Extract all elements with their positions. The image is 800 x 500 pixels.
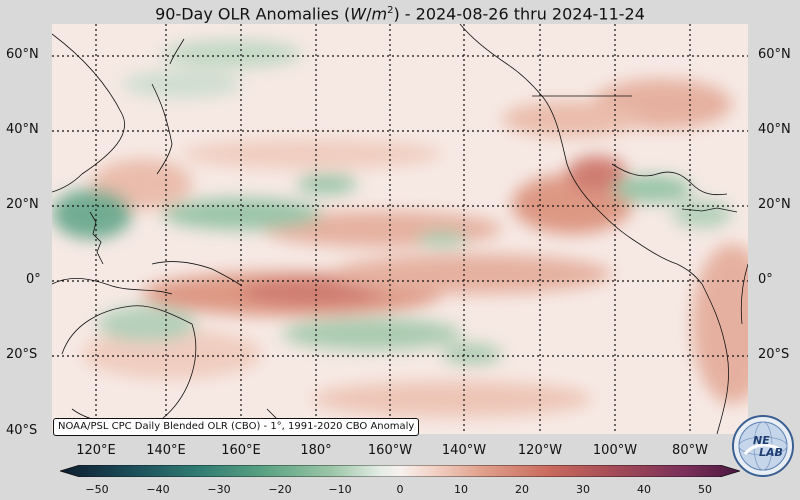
lat-label-40n-left: 40°N (6, 122, 39, 137)
nevlab-logo: NE LAB (731, 414, 795, 478)
title-unit-w: W (350, 4, 367, 24)
colorbar-tick-minus40: −40 (146, 483, 170, 496)
map-canvas (52, 24, 748, 434)
lon-label-140w: 140°W (441, 443, 487, 458)
lon-label-160w: 160°W (367, 443, 413, 458)
nevlab-logo-graphic: NE LAB (732, 415, 794, 477)
colorbar (58, 462, 742, 478)
colorbar-tick-50: 50 (698, 483, 712, 496)
lat-label-20s-right: 20°S (758, 347, 790, 362)
lon-label-180: 180° (300, 443, 332, 458)
colorbar-tick-minus10: −10 (328, 483, 352, 496)
logo-text-bottom: LAB (759, 446, 783, 459)
colorbar-tick-30: 30 (576, 483, 590, 496)
colorbar-tick-0: 0 (396, 483, 404, 496)
logo-text-top: NE (753, 434, 770, 447)
title-prefix: 90-Day OLR Anomalies ( (155, 4, 351, 24)
olr-anomaly-map (52, 24, 748, 434)
data-source-note: NOAA/PSL CPC Daily Blended OLR (CBO) - 1… (53, 418, 420, 436)
title-unit-slash: / (366, 4, 372, 24)
colorbar-tick-minus20: −20 (268, 483, 292, 496)
lon-label-140e: 140°E (146, 443, 186, 458)
title-unit-exponent: 2 (387, 5, 394, 16)
title-unit-m: m (371, 4, 388, 24)
lat-label-60n-right: 60°N (758, 47, 791, 62)
lat-label-60n-left: 60°N (6, 47, 39, 62)
lon-label-160e: 160°E (221, 443, 261, 458)
lat-label-eq-right: 0° (758, 272, 773, 287)
chart-title: 90-Day OLR Anomalies (W/m2) - 2024-08-26… (0, 0, 800, 24)
lat-label-20n-left: 20°N (6, 197, 39, 212)
lat-label-40n-right: 40°N (758, 122, 791, 137)
lon-label-80w: 80°W (672, 443, 708, 458)
lon-label-120w: 120°W (517, 443, 563, 458)
lat-label-eq-left: 0° (26, 272, 41, 287)
colorbar-gradient (58, 464, 742, 478)
title-suffix: ) - 2024-08-26 thru 2024-11-24 (393, 4, 645, 24)
colorbar-tick-10: 10 (454, 483, 468, 496)
gridlines (52, 24, 748, 434)
lat-label-20n-right: 20°N (758, 197, 791, 212)
lat-label-40s-left: 40°S (6, 423, 38, 438)
colorbar-tick-minus30: −30 (207, 483, 231, 496)
colorbar-tick-minus50: −50 (85, 483, 109, 496)
colorbar-tick-20: 20 (515, 483, 529, 496)
anomaly-field (52, 40, 748, 417)
lon-label-100w: 100°W (592, 443, 638, 458)
colorbar-tick-40: 40 (637, 483, 651, 496)
lon-label-120e: 120°E (76, 443, 116, 458)
lat-label-20s-left: 20°S (6, 347, 38, 362)
